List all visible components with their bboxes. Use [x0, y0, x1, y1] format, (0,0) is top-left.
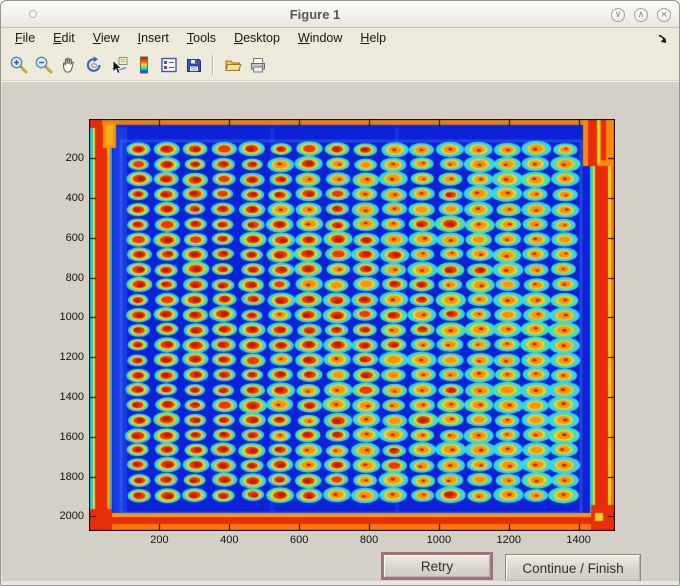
zoom-out-button[interactable] [32, 53, 54, 77]
y-tick-label: 1400 [59, 391, 84, 403]
x-tick-label: 1400 [566, 534, 591, 546]
y-tick-label: 2000 [59, 510, 84, 523]
menu-window[interactable]: Window [297, 31, 343, 45]
insert-colorbar-button[interactable] [132, 53, 154, 77]
y-tick-label: 800 [65, 271, 84, 284]
x-tick-label: 400 [220, 534, 239, 546]
close-button[interactable]: × [657, 8, 671, 22]
menubar-items: File Edit View Insert Tools Desktop Window Help [1, 28, 395, 49]
menu-help[interactable]: Help [360, 31, 387, 45]
toolbar-separator [212, 54, 213, 75]
window-bottom-frame [1, 581, 679, 585]
print-figure-icon [248, 57, 268, 78]
menu-view[interactable]: View [92, 31, 120, 45]
chevron-down-icon: ∨ [614, 9, 622, 20]
data-cursor-button[interactable] [107, 53, 129, 77]
save-figure-button[interactable] [182, 53, 204, 77]
insert-colorbar-icon [134, 56, 154, 78]
print-figure-button[interactable] [246, 53, 268, 77]
zoom-in-button[interactable] [7, 53, 29, 77]
x-tick-label: 600 [289, 534, 309, 546]
x-tick-label: 1000 [426, 534, 452, 546]
y-tick-label: 200 [65, 152, 84, 165]
window-title: Figure 1 [289, 7, 341, 22]
y-tick-label: 1200 [59, 351, 84, 364]
zoom-out-icon [34, 56, 54, 78]
x-tick-label: 200 [150, 534, 169, 546]
y-tick-label: 600 [65, 231, 84, 244]
toolbar [1, 49, 679, 81]
close-icon: × [660, 9, 668, 20]
y-tick-label: 400 [65, 192, 84, 204]
zoom-in-icon [9, 56, 29, 78]
x-tick-label: 800 [359, 534, 379, 546]
y-tick-label: 1000 [59, 311, 84, 324]
menu-tools[interactable]: Tools [186, 31, 217, 45]
save-figure-icon [184, 58, 204, 78]
minimize-button[interactable]: ∨ [611, 8, 625, 22]
open-file-button[interactable] [221, 53, 243, 77]
titlebar[interactable]: Figure 1 ∨ ∧ × [1, 1, 679, 28]
retry-focus-ring: Retry [381, 552, 493, 580]
retry-button[interactable]: Retry [383, 554, 491, 578]
plot-image[interactable] [89, 119, 615, 531]
insert-legend-button[interactable] [157, 53, 179, 77]
continue-finish-button[interactable]: Continue / Finish [505, 554, 641, 582]
menu-edit[interactable]: Edit [53, 31, 75, 45]
menu-file[interactable]: File [15, 31, 36, 45]
menu-insert[interactable]: Insert [137, 31, 169, 45]
insert-legend-icon [159, 57, 179, 78]
pan-icon [59, 57, 79, 78]
menu-desktop[interactable]: Desktop [234, 31, 280, 45]
menubar: File Edit View Insert Tools Desktop Window Help [1, 28, 679, 49]
pan-button[interactable] [57, 53, 79, 77]
data-cursor-icon [109, 56, 129, 78]
x-tick-label: 1200 [496, 534, 521, 546]
dock-figure-icon[interactable] [656, 32, 669, 45]
chevron-up-icon: ∧ [637, 9, 645, 20]
y-tick-label: 1600 [59, 430, 84, 443]
window-menu-icon[interactable] [29, 10, 37, 18]
y-tick-label: 1800 [59, 470, 84, 483]
window-controls: ∨ ∧ × [611, 8, 671, 22]
maximize-button[interactable]: ∧ [634, 8, 648, 22]
rotate-3d-icon [84, 55, 104, 78]
rotate-3d-button[interactable] [82, 53, 104, 77]
open-file-icon [223, 60, 243, 78]
